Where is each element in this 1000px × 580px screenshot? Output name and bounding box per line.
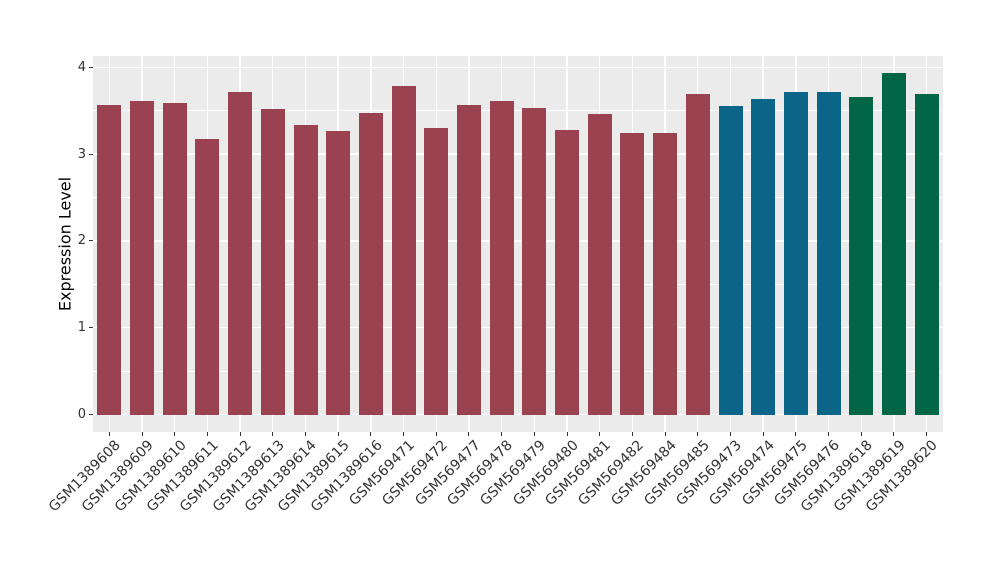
y-tick-mark — [89, 153, 93, 155]
minor-gridline — [93, 370, 943, 372]
bar-GSM1389620 — [914, 94, 939, 415]
bar-GSM569481 — [587, 114, 612, 415]
x-tick-mark — [664, 432, 666, 436]
x-tick-mark — [599, 432, 601, 436]
minor-gridline — [93, 283, 943, 285]
x-tick-mark — [697, 432, 699, 436]
x-tick-mark — [206, 432, 208, 436]
bar-GSM569477 — [456, 104, 481, 415]
y-tick-mark — [89, 414, 93, 416]
x-tick-mark — [828, 432, 830, 436]
x-tick-mark — [272, 432, 274, 436]
x-tick-mark — [533, 432, 535, 436]
x-tick-mark — [108, 432, 110, 436]
major-gridline — [93, 66, 943, 68]
y-tick-label: 1 — [77, 320, 86, 336]
x-tick-mark — [468, 432, 470, 436]
y-tick-label: 4 — [77, 59, 86, 75]
bar-GSM569471 — [391, 86, 416, 415]
x-tick-mark — [795, 432, 797, 436]
bar-GSM569484 — [653, 133, 678, 415]
bar-GSM1389618 — [849, 96, 874, 415]
x-tick-mark — [762, 432, 764, 436]
x-tick-mark — [403, 432, 405, 436]
bar-GSM1389615 — [326, 130, 351, 415]
x-tick-mark — [501, 432, 503, 436]
bar-GSM569478 — [489, 101, 514, 415]
x-tick-mark — [860, 432, 862, 436]
bar-GSM1389610 — [162, 102, 187, 415]
y-tick-mark — [89, 66, 93, 68]
major-gridline — [93, 413, 943, 416]
x-tick-mark — [926, 432, 928, 436]
y-tick-mark — [89, 240, 93, 242]
bar-GSM1389616 — [358, 113, 383, 415]
x-tick-mark — [435, 432, 437, 436]
bar-GSM569479 — [522, 108, 547, 415]
bar-GSM1389608 — [97, 105, 122, 415]
x-tick-mark — [239, 432, 241, 436]
bar-GSM569482 — [620, 133, 645, 415]
x-tick-mark — [370, 432, 372, 436]
bar-GSM1389612 — [228, 92, 253, 415]
y-tick-label: 0 — [77, 407, 86, 423]
y-tick-label: 2 — [77, 233, 86, 249]
plot-panel — [93, 56, 943, 432]
x-tick-mark — [893, 432, 895, 436]
major-gridline — [93, 327, 943, 329]
bar-GSM569475 — [783, 92, 808, 415]
bar-GSM1389609 — [130, 101, 155, 415]
x-tick-mark — [141, 432, 143, 436]
bar-GSM1389619 — [881, 73, 906, 415]
y-tick-label: 3 — [77, 146, 86, 162]
major-gridline — [93, 153, 943, 155]
x-tick-mark — [730, 432, 731, 436]
minor-gridline — [93, 197, 943, 198]
x-tick-mark — [174, 432, 176, 436]
x-tick-mark — [337, 432, 339, 436]
bar-GSM569474 — [751, 99, 776, 415]
x-tick-mark — [305, 432, 306, 436]
x-tick-mark — [566, 432, 568, 436]
bar-GSM1389611 — [195, 139, 220, 415]
bar-GSM569473 — [718, 106, 743, 415]
bar-GSM1389613 — [260, 108, 285, 415]
major-gridline — [93, 240, 943, 242]
x-tick-mark — [631, 432, 633, 436]
bar-GSM1389614 — [293, 125, 318, 415]
bar-GSM569476 — [816, 92, 841, 415]
bar-GSM569472 — [424, 128, 449, 415]
minor-gridline — [93, 110, 943, 112]
y-tick-mark — [89, 327, 93, 329]
bar-GSM569485 — [685, 94, 710, 415]
bar-GSM569480 — [555, 129, 580, 415]
